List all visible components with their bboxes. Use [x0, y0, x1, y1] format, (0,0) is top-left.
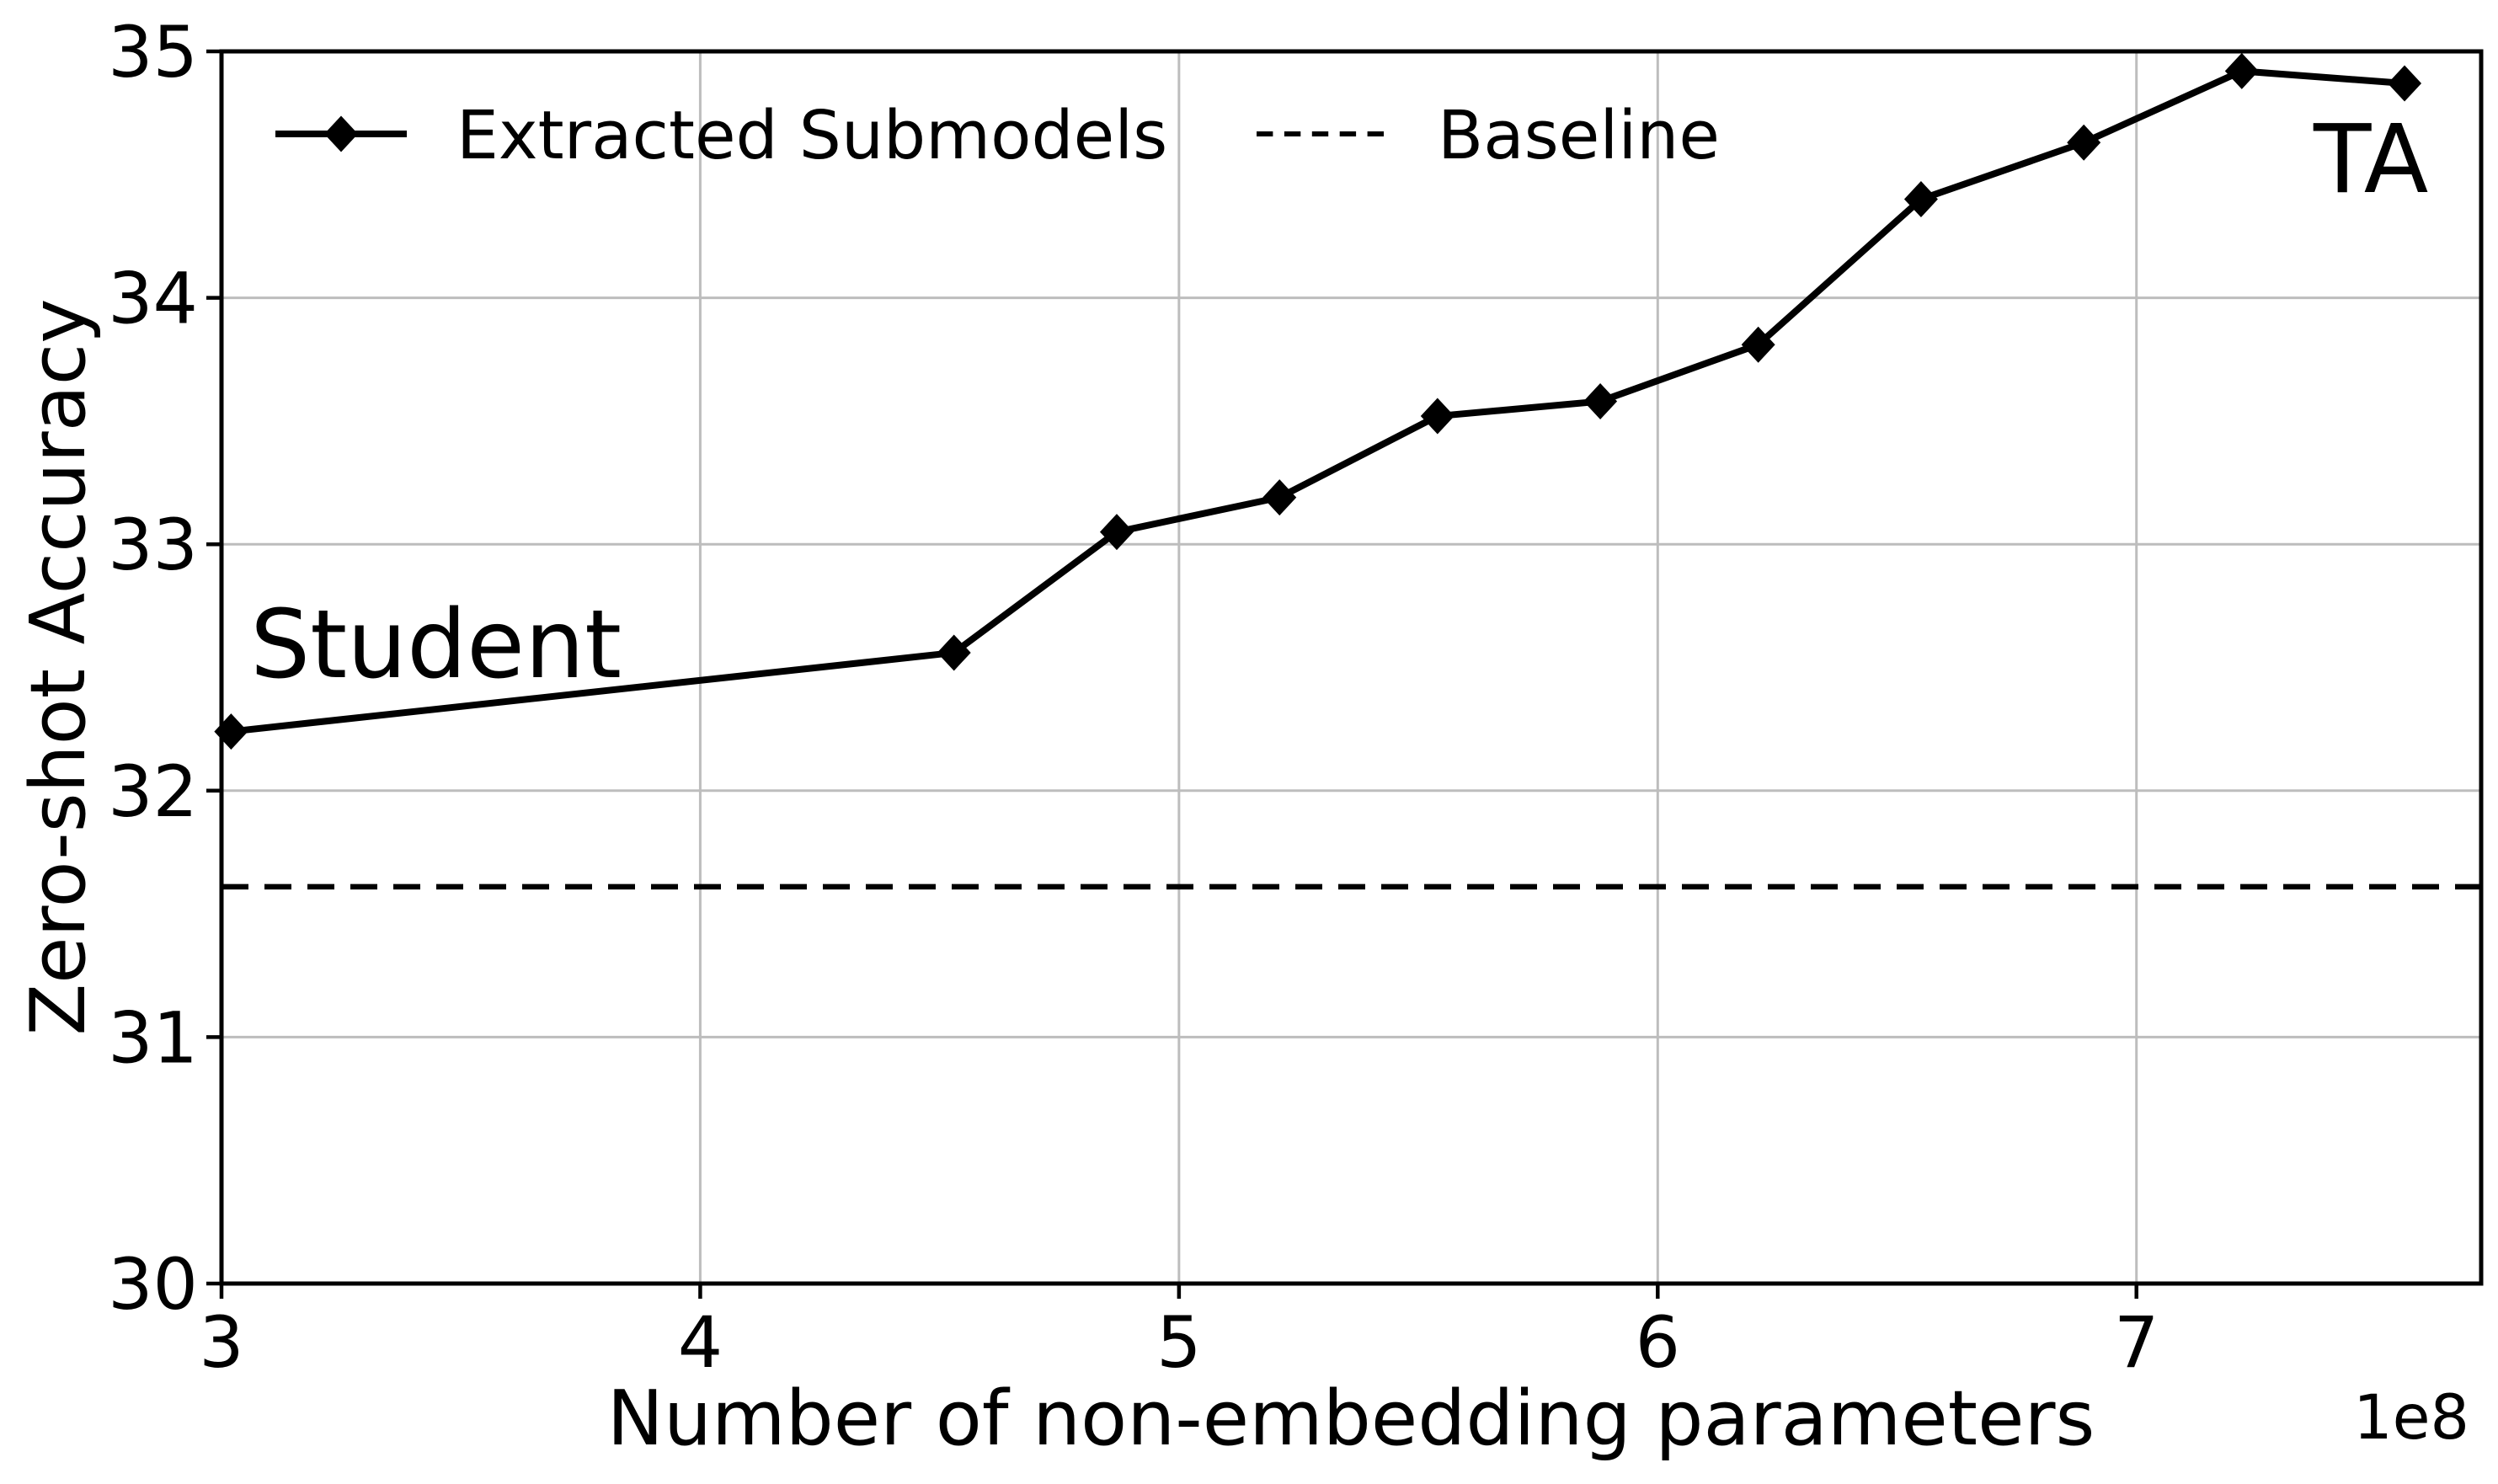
y-axis-label: Zero-shot Accuracy [14, 298, 103, 1035]
legend-label-extracted-submodels: Extracted Submodels [456, 97, 1167, 174]
data-point-marker [1099, 514, 1134, 551]
data-point-marker [2388, 65, 2422, 102]
data-point-marker [1583, 382, 1618, 419]
annotation-ta: TA [2313, 105, 2428, 215]
x-tick-label-3: 3 [199, 1301, 243, 1384]
legend-diamond-marker-icon [324, 115, 358, 152]
x-tick-label-4: 4 [678, 1301, 723, 1384]
x-axis-offset-label: 1e8 [2353, 1382, 2469, 1454]
x-tick-label-5: 5 [1156, 1301, 1201, 1384]
x-tick-label-6: 6 [1636, 1301, 1680, 1384]
data-point-marker [1741, 326, 1775, 363]
annotation-student: Student [250, 590, 622, 700]
data-point-marker [937, 634, 971, 671]
data-point-marker [1420, 398, 1454, 435]
data-point-marker [1903, 181, 1938, 218]
plot-border [219, 49, 2484, 1286]
data-point-marker [1262, 479, 1297, 516]
x-tick-label-7: 7 [2114, 1301, 2159, 1384]
y-tick-label-34: 34 [108, 258, 198, 340]
legend-label-baseline: Baseline [1438, 97, 1720, 174]
data-point-marker [2067, 124, 2101, 161]
y-tick-label-32: 32 [108, 750, 198, 833]
y-tick-label-31: 31 [108, 996, 198, 1079]
x-axis-label: Number of non-embedding parameters [607, 1375, 2095, 1463]
y-tick-label-30: 30 [108, 1243, 198, 1326]
data-point-marker [2224, 52, 2259, 89]
y-tick-label-33: 33 [108, 504, 198, 586]
y-tick-label-35: 35 [108, 11, 198, 93]
